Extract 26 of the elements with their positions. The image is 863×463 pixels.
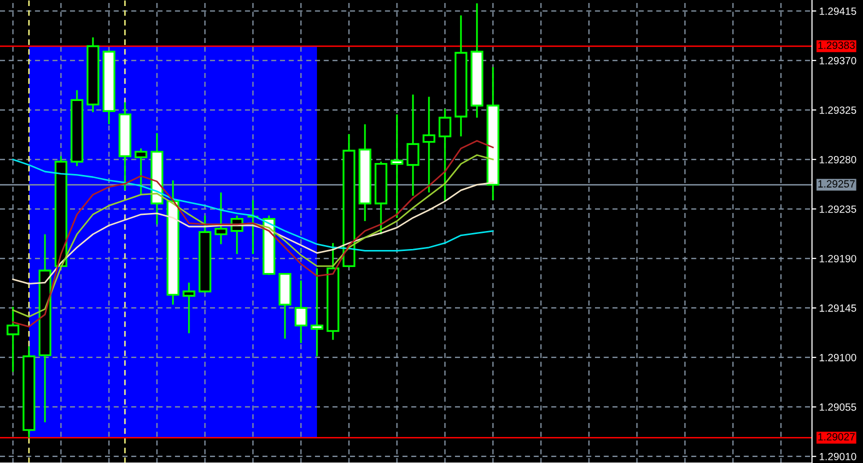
- y-tick-label: 1.29145: [820, 304, 856, 312]
- candlestick: [294, 280, 308, 344]
- line-series: [12, 182, 494, 285]
- line-series: [12, 158, 494, 252]
- candlestick: [182, 282, 196, 334]
- y-tick-label: 1.29235: [820, 205, 856, 213]
- candlestick: [390, 114, 404, 219]
- y-tick-label: 1.29280: [820, 156, 856, 164]
- candlestick: [438, 108, 452, 202]
- candlestick: [422, 96, 436, 194]
- y-tick-label: 1.29415: [820, 8, 856, 15]
- y-tick-label: 1.29100: [820, 354, 856, 362]
- y-tick-label: 1.29190: [820, 254, 856, 262]
- y-tick-label: 1.29010: [820, 452, 856, 460]
- candlestick: [246, 199, 260, 255]
- candlestick: [214, 192, 228, 245]
- ref-line-label: 1.29383: [818, 42, 855, 49]
- candlestick: [134, 148, 148, 196]
- candlestick: [6, 306, 20, 373]
- candlestick: [406, 94, 420, 197]
- ref-line-label: 1.29027: [818, 433, 855, 440]
- y-tick-label: 1.29370: [820, 56, 856, 64]
- y-tick-label: 1.29055: [820, 403, 856, 411]
- candlestick: [310, 268, 324, 358]
- ref-line-label: 1.29257: [818, 180, 855, 188]
- y-tick-label: 1.29325: [820, 106, 856, 114]
